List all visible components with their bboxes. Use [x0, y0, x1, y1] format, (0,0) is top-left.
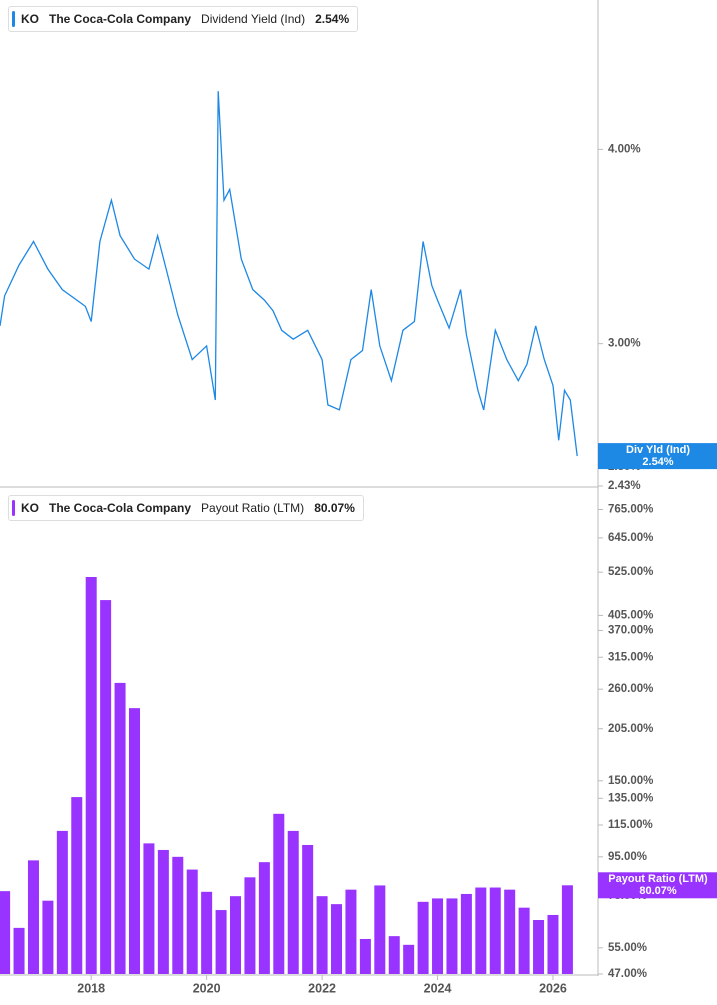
value-tag-value: 2.54% — [642, 456, 673, 468]
bar — [273, 813, 285, 974]
bar — [0, 891, 11, 974]
bar — [85, 577, 97, 974]
y-tick-label: 47.00% — [608, 968, 647, 980]
legend-header: KO The Coca-Cola Company Dividend Yield (I… — [8, 6, 359, 32]
bar — [403, 944, 415, 974]
value-tag-label: Div Yld (Ind) — [626, 444, 690, 456]
bar — [446, 898, 458, 974]
bar — [533, 920, 545, 974]
bar — [316, 896, 328, 974]
bar — [432, 898, 444, 974]
bar — [230, 896, 242, 974]
y-tick-label: 55.00% — [608, 942, 647, 954]
bar — [157, 849, 169, 974]
bar — [71, 797, 83, 974]
y-tick-label: 260.00% — [608, 683, 653, 695]
bar — [374, 885, 386, 974]
y-tick-label: 315.00% — [608, 651, 653, 663]
company: The Coca-Cola Company — [49, 12, 192, 26]
bar — [561, 885, 573, 974]
bar — [547, 914, 559, 974]
y-tick-label: 370.00% — [608, 624, 653, 636]
y-tick-label: 150.00% — [608, 775, 653, 787]
y-tick-label: 405.00% — [608, 609, 653, 621]
bar — [258, 862, 270, 974]
legend-swatch — [12, 11, 15, 27]
y-tick-label: 115.00% — [608, 819, 653, 831]
value-tag-value: 80.07% — [639, 885, 677, 897]
bar — [518, 907, 530, 974]
bar — [359, 938, 371, 974]
bar — [475, 887, 487, 974]
legend-value: 80.07% — [314, 501, 355, 515]
value-tag-label: Payout Ratio (LTM) — [608, 873, 708, 885]
x-tick-label: 2018 — [77, 981, 105, 995]
y-tick-label: 95.00% — [608, 851, 647, 863]
value-tag — [598, 443, 717, 470]
bar — [287, 830, 299, 974]
y-tick-label: 205.00% — [608, 723, 653, 735]
y-tick-label: 135.00% — [608, 792, 653, 804]
bar — [100, 600, 112, 974]
bar — [489, 887, 501, 974]
value-tag — [598, 872, 717, 899]
bar — [56, 830, 68, 974]
bar — [302, 844, 314, 974]
x-tick-label: 2022 — [308, 981, 336, 995]
bar — [186, 869, 198, 974]
metric: Dividend Yield (Ind) — [201, 12, 306, 26]
ticker: KO — [21, 501, 39, 515]
y-tick-label: 3.00% — [608, 338, 641, 350]
legend-header: KO The Coca-Cola Company Payout Ratio (LTM… — [8, 495, 364, 521]
bar — [417, 901, 429, 974]
bar — [388, 936, 400, 974]
bar — [13, 927, 25, 974]
y-tick-label: 645.00% — [608, 532, 653, 544]
x-tick-label: 2020 — [193, 981, 221, 995]
legend-swatch — [12, 500, 15, 516]
bar — [504, 889, 516, 974]
metric: Payout Ratio (LTM) — [201, 501, 305, 515]
bar — [460, 893, 472, 974]
bar — [42, 900, 54, 974]
bar — [114, 682, 126, 974]
ticker: KO — [21, 12, 39, 26]
bar — [143, 843, 155, 974]
x-tick-label: 2024 — [424, 981, 452, 995]
bar — [201, 891, 213, 974]
bar — [27, 860, 39, 974]
y-tick-label: 4.00% — [608, 143, 641, 155]
bar — [345, 889, 357, 974]
bar — [244, 877, 256, 974]
bar — [172, 856, 184, 974]
bar — [215, 910, 227, 974]
x-tick-label: 2026 — [539, 981, 567, 995]
bar — [128, 708, 140, 974]
company: The Coca-Cola Company — [49, 501, 192, 515]
legend-value: 2.54% — [315, 12, 350, 26]
y-tick-label: 765.00% — [608, 504, 653, 516]
y-tick-label: 2.43% — [608, 480, 641, 492]
line-series — [0, 91, 578, 457]
bar — [331, 904, 343, 974]
y-tick-label: 525.00% — [608, 566, 653, 578]
